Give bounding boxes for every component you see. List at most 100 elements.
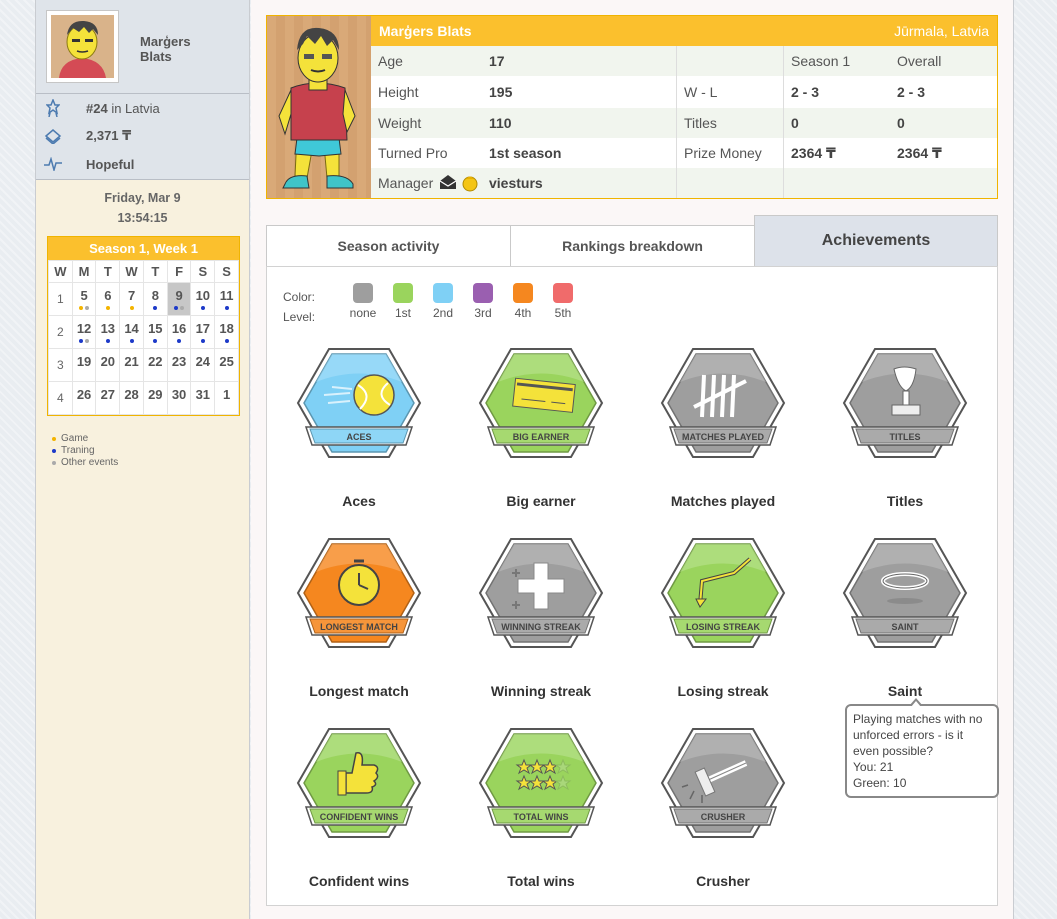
calendar-day[interactable]: 13	[95, 315, 121, 349]
calendar-day[interactable]: 11	[214, 282, 239, 316]
badge-label: TOTAL WINS	[514, 812, 569, 822]
money-value: 2,371 ₸	[86, 128, 132, 143]
tab-rankings-breakdown[interactable]: Rankings breakdown	[510, 225, 755, 267]
calendar-day[interactable]: 6	[95, 282, 121, 316]
calendar-day[interactable]: 15	[142, 315, 168, 349]
calendar-day[interactable]: 27	[95, 381, 121, 415]
calendar-day[interactable]: 22	[142, 348, 168, 382]
achievement-titles[interactable]: TITLES Titles	[825, 345, 985, 515]
calendar-day[interactable]: 25	[214, 348, 239, 382]
level-legend-labels: Color: Level:	[283, 290, 316, 324]
calendar-day[interactable]: 19	[71, 348, 97, 382]
calendar-week: 2 12 13 14 15 16 17 18	[48, 315, 239, 349]
trophy-icon: TITLES	[842, 348, 968, 458]
level-swatch	[433, 283, 453, 303]
calendar-day[interactable]: 26	[71, 381, 97, 415]
profile-row-weight: Weight 110 Titles 0 0	[371, 108, 997, 138]
profile-header: Marģers Blats Jūrmala, Latvia	[371, 16, 997, 46]
player-figure-icon	[278, 27, 356, 189]
player-name[interactable]: Marģers Blats	[140, 34, 191, 64]
profile-name[interactable]: Marģers Blats	[379, 23, 472, 39]
calendar-day[interactable]: 7	[119, 282, 144, 316]
achievement-name: Longest match	[309, 683, 409, 699]
badge-label: BIG EARNER	[513, 432, 570, 442]
rank-value: #24	[86, 100, 108, 116]
current-time: 13:54:15	[117, 211, 168, 225]
level-l1: 1st	[383, 283, 423, 320]
calendar-day[interactable]: 5	[71, 282, 97, 316]
legend-game: Game	[52, 433, 118, 445]
level-swatch	[353, 283, 373, 303]
achievement-losing-streak[interactable]: LOSING STREAK Losing streak	[643, 535, 803, 705]
level-l5: 5th	[543, 283, 583, 320]
achievement-name: Losing streak	[677, 683, 769, 699]
calendar-day[interactable]: 12	[71, 315, 97, 349]
calendar-day[interactable]: 10	[190, 282, 216, 316]
calendar-day[interactable]: 17	[190, 315, 216, 349]
message-icon[interactable]	[439, 174, 457, 193]
calendar-day-today[interactable]: 9	[166, 282, 192, 316]
calendar-day[interactable]: 18	[214, 315, 239, 349]
achievement-winning-streak[interactable]: WINNING STREAK Winning streak	[461, 535, 621, 705]
player-avatar-icon	[59, 20, 106, 78]
stars-icon: TOTAL WINS	[478, 728, 604, 838]
badge-label: WINNING STREAK	[501, 622, 581, 632]
achievement-aces[interactable]: ACES Aces	[279, 345, 439, 515]
calendar-day[interactable]: 23	[166, 348, 192, 382]
calendar-title: Season 1, Week 1	[48, 237, 239, 260]
achievement-name: Total wins	[507, 873, 575, 889]
achievement-confident-wins[interactable]: CONFIDENT WINS Confident wins	[279, 725, 439, 895]
calendar-day[interactable]: 31	[190, 381, 216, 415]
achievements-panel: Color: Level: none 1st 2nd 3rd 4th 5th ACES Ac…	[266, 266, 999, 906]
profile-row-turned-pro: Turned Pro 1st season Prize Money 2364 ₸…	[378, 145, 942, 161]
thumbs-up-icon: CONFIDENT WINS	[296, 728, 422, 838]
achievement-longest-match[interactable]: LONGEST MATCH Longest match	[279, 535, 439, 705]
calendar-day[interactable]: 21	[119, 348, 144, 382]
tab-achievements[interactable]: Achievements	[754, 215, 998, 267]
status-row[interactable]: Hopeful	[36, 150, 249, 178]
avatar[interactable]	[46, 10, 119, 83]
calendar-day[interactable]: 1	[214, 381, 239, 415]
calendar-day[interactable]: 24	[190, 348, 216, 382]
calendar-day[interactable]: 20	[95, 348, 121, 382]
badge-label: LOSING STREAK	[686, 622, 761, 632]
achievement-saint[interactable]: SAINT Saint	[825, 535, 985, 705]
achievement-total-wins[interactable]: TOTAL WINS Total wins	[461, 725, 621, 895]
calendar-week: 1 5 6 7 8 9 10 11	[48, 282, 239, 316]
calendar-day[interactable]: 8	[142, 282, 168, 316]
calendar-day[interactable]: 14	[119, 315, 144, 349]
legend-other: Other events	[52, 457, 118, 469]
cheque-icon: BIG EARNER	[478, 348, 604, 458]
money-row[interactable]: 2,371 ₸	[36, 122, 249, 150]
calendar-day[interactable]: 16	[166, 315, 192, 349]
achievement-name: Big earner	[506, 493, 576, 509]
achievement-crusher[interactable]: CRUSHER Crusher	[643, 725, 803, 895]
profile-row-manager: Manager viesturs	[371, 168, 997, 198]
achievement-name: Titles	[886, 493, 924, 509]
badge-label: LONGEST MATCH	[320, 622, 398, 632]
calendar-day[interactable]: 30	[166, 381, 192, 415]
money-icon	[36, 128, 70, 144]
calendar-day[interactable]: 28	[119, 381, 144, 415]
achievement-matches-played[interactable]: MATCHES PLAYED Matches played	[643, 345, 803, 515]
tooltip-green: Green: 10	[853, 776, 907, 790]
tab-season-activity[interactable]: Season activity	[266, 225, 511, 267]
achievement-name: Matches played	[670, 493, 776, 509]
current-datetime: Friday, Mar 9 13:54:15	[36, 188, 249, 228]
tally-marks-icon: MATCHES PLAYED	[660, 348, 786, 458]
profile-location: Jūrmala, Latvia	[894, 23, 989, 39]
tooltip-you: You: 21	[853, 760, 894, 774]
manager-link[interactable]: viesturs	[489, 175, 543, 191]
plus-icon: WINNING STREAK	[478, 538, 604, 648]
level-swatch	[513, 283, 533, 303]
achievement-big-earner[interactable]: BIG EARNER Big earner	[461, 345, 621, 515]
pulse-icon	[36, 157, 70, 171]
calendar-legend: Game Traning Other events	[52, 433, 118, 469]
level-swatch	[473, 283, 493, 303]
calendar-day[interactable]: 29	[142, 381, 168, 415]
rank-row[interactable]: #24 in Latvia	[36, 94, 249, 122]
player-summary: Marģers Blats #24 in Latvia 2,371 ₸ Hope…	[36, 0, 249, 180]
badge-label: ACES	[346, 432, 371, 442]
badge-label: TITLES	[890, 432, 921, 442]
down-arrow-icon: LOSING STREAK	[660, 538, 786, 648]
